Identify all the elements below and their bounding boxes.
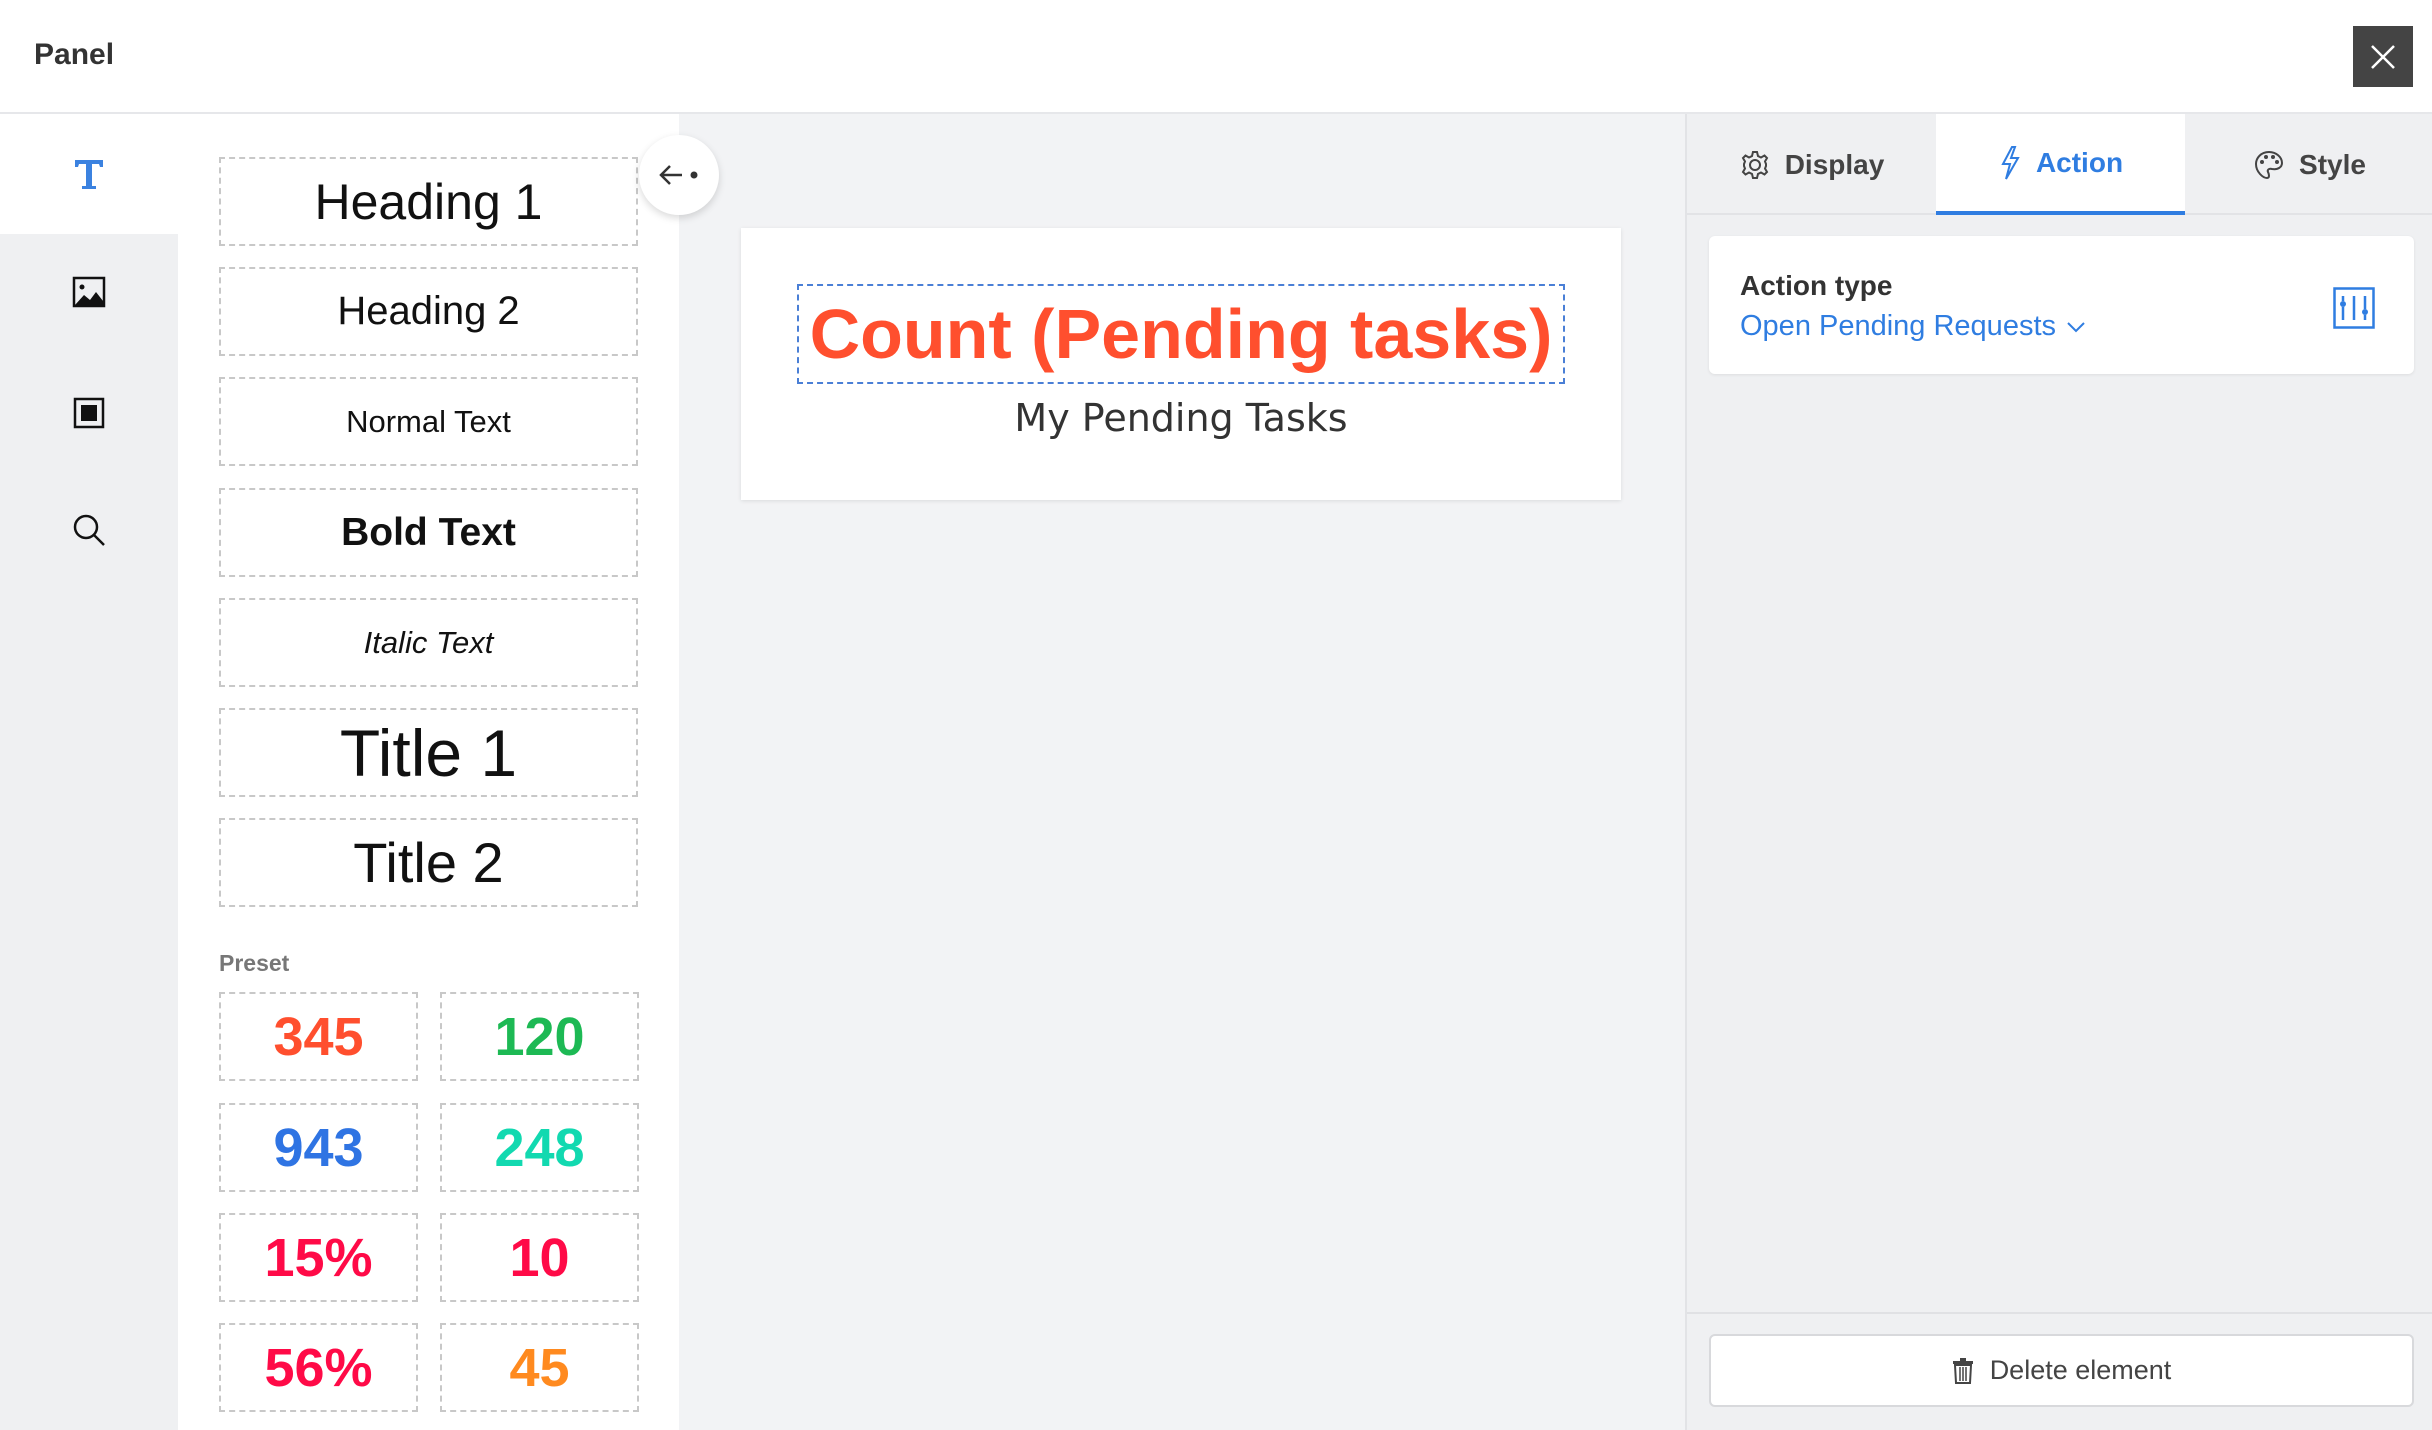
preset-tile[interactable]: 10 bbox=[440, 1213, 639, 1302]
palette-icon bbox=[2255, 150, 2284, 179]
inspector-tabs: Display Action Style bbox=[1687, 114, 2432, 215]
rail-item-text[interactable] bbox=[0, 114, 178, 234]
arrow-left-icon bbox=[659, 165, 698, 185]
preset-tile[interactable]: 943 bbox=[219, 1103, 418, 1192]
action-type-label: Action type bbox=[1740, 270, 1893, 301]
tab-style-label: Style bbox=[2299, 148, 2366, 180]
preset-tile[interactable]: 248 bbox=[440, 1103, 639, 1192]
preset-label: Preset bbox=[219, 950, 290, 976]
preset-tile[interactable]: 56% bbox=[219, 1323, 418, 1412]
delete-element-label: Delete element bbox=[1989, 1355, 2172, 1385]
collapse-panel-button[interactable] bbox=[639, 135, 719, 215]
square-icon bbox=[73, 397, 105, 429]
palette-title-1[interactable]: Title 1 bbox=[219, 708, 638, 797]
palette-normal-text[interactable]: Normal Text bbox=[219, 377, 638, 466]
search-icon bbox=[73, 514, 105, 546]
text-icon bbox=[75, 160, 103, 189]
action-type-select[interactable]: Open Pending Requests bbox=[1740, 310, 2086, 343]
tab-action-label: Action bbox=[2035, 146, 2124, 178]
lightning-icon bbox=[2001, 145, 2020, 179]
panel-title: Panel bbox=[34, 38, 115, 71]
trash-icon bbox=[1952, 1357, 1973, 1384]
panel-header: Panel bbox=[0, 0, 2432, 114]
rail-item-image[interactable] bbox=[0, 232, 178, 352]
palette-italic-text[interactable]: Italic Text bbox=[219, 598, 638, 687]
close-button[interactable] bbox=[2353, 26, 2413, 87]
preset-tile[interactable]: 345 bbox=[219, 992, 418, 1081]
text-palette: Heading 1 Heading 2 Normal Text Bold Tex… bbox=[178, 114, 679, 1430]
close-icon bbox=[2371, 44, 2395, 69]
element-type-rail bbox=[0, 114, 178, 1430]
count-text-element[interactable]: Count (Pending tasks) bbox=[797, 284, 1565, 384]
palette-title-2[interactable]: Title 2 bbox=[219, 818, 638, 907]
rail-item-search[interactable] bbox=[0, 470, 178, 590]
gear-icon bbox=[1741, 150, 1768, 179]
palette-heading-1[interactable]: Heading 1 bbox=[219, 157, 638, 246]
widget-subtitle[interactable]: My Pending Tasks bbox=[1014, 396, 1348, 440]
action-type-value: Open Pending Requests bbox=[1740, 310, 2056, 342]
preset-tile[interactable]: 45 bbox=[440, 1323, 639, 1412]
preset-tile[interactable]: 120 bbox=[440, 992, 639, 1081]
action-type-card: Action type Open Pending Requests bbox=[1709, 236, 2414, 374]
tab-style[interactable]: Style bbox=[2185, 114, 2432, 215]
palette-bold-text[interactable]: Bold Text bbox=[219, 488, 638, 577]
tab-display[interactable]: Display bbox=[1687, 114, 1936, 215]
palette-heading-2[interactable]: Heading 2 bbox=[219, 267, 638, 356]
rail-item-box[interactable] bbox=[0, 353, 178, 473]
divider bbox=[1687, 1312, 2432, 1314]
chevron-down-icon bbox=[2067, 321, 2085, 332]
widget-card[interactable] bbox=[741, 228, 1621, 500]
inspector-panel: Display Action Style Action type Open Pe… bbox=[1685, 114, 2432, 1430]
preset-tile[interactable]: 15% bbox=[219, 1213, 418, 1302]
tab-display-label: Display bbox=[1784, 148, 1885, 180]
image-icon bbox=[72, 276, 106, 308]
tab-action[interactable]: Action bbox=[1936, 114, 2185, 215]
settings-sliders-icon[interactable] bbox=[2333, 287, 2375, 329]
delete-element-button[interactable]: Delete element bbox=[1709, 1334, 2414, 1407]
